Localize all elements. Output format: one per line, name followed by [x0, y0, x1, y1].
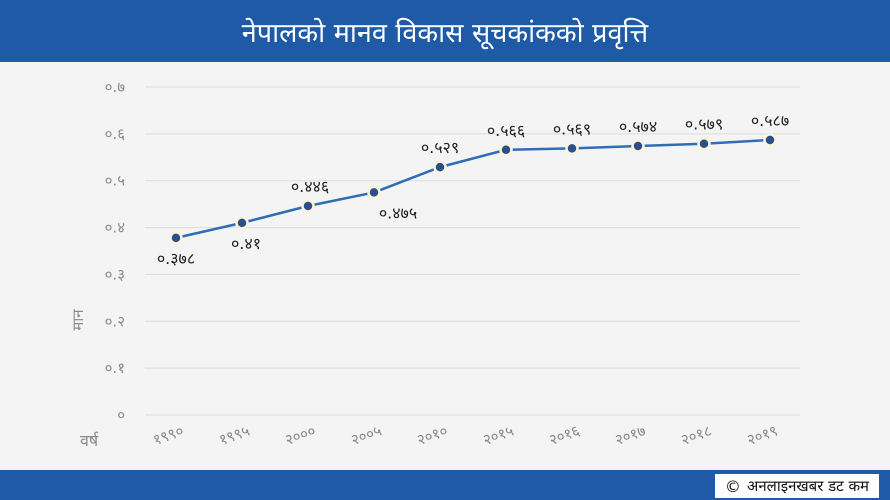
data-point [631, 139, 645, 153]
data-point [433, 160, 447, 174]
y-tick-label: ०.२ [105, 312, 125, 330]
page-title: नेपालको मानव विकास सूचकांकको प्रवृत्ति [241, 17, 649, 49]
header-bar: नेपालको मानव विकास सूचकांकको प्रवृत्ति [0, 0, 890, 62]
y-tick-label: ०.४ [105, 219, 126, 237]
data-label: ०.५६९ [553, 119, 591, 138]
x-tick-label: २०१७ [613, 421, 649, 449]
y-tick-label: ०.६ [105, 125, 126, 143]
data-label: ०.५८७ [751, 111, 789, 130]
data-label: ०.५७९ [685, 115, 723, 134]
x-tick-label: १९९५ [217, 421, 253, 449]
x-tick-label: २००० [283, 422, 318, 450]
x-tick-label: २०१५ [481, 421, 517, 449]
y-tick-label: ०.५ [105, 172, 126, 190]
data-label: ०.५६६ [487, 121, 525, 140]
y-axis-label: मान [69, 309, 87, 331]
data-label: ०.५७४ [619, 117, 657, 136]
x-tick-label: २०१० [415, 422, 450, 450]
x-tick-label: २००५ [349, 421, 385, 449]
data-label: ०.५२९ [421, 138, 459, 157]
data-point [565, 141, 579, 156]
data-label: ०.४४६ [291, 177, 329, 196]
x-tick-label: १९९० [151, 422, 186, 450]
data-label: ०.४१ [231, 234, 261, 253]
y-tick-label: ०.१ [105, 359, 125, 377]
credit-badge: © अनलाइनखबर डट कम [713, 473, 880, 499]
data-label: ०.४७५ [379, 203, 417, 222]
credit-text: अनलाइनखबर डट कम [746, 477, 869, 495]
chart-area: ० ०.१ ०.२ ०.३ ०.४ ०.५ ०.६ ०.७ मान वर्ष १९९० १९९५ २००… [0, 62, 890, 470]
data-point [235, 216, 249, 230]
x-tick-label: २०१६ [547, 421, 583, 449]
hdi-line-chart: ० ०.१ ०.२ ०.३ ०.४ ०.५ ०.६ ०.७ मान वर्ष १९९० १९९५ २००… [69, 78, 800, 450]
data-label: ०.३७८ [157, 249, 195, 268]
data-point [763, 133, 777, 147]
x-tick-label: २०१८ [679, 422, 714, 450]
data-point [169, 231, 183, 245]
x-tick-label: २०१९ [745, 422, 780, 450]
y-tick-label: ०.७ [105, 78, 126, 96]
series-line [175, 138, 771, 240]
footer-bar: © अनलाइनखबर डट कम [0, 470, 890, 500]
data-point [301, 199, 315, 213]
copyright-icon: © [724, 476, 741, 496]
data-point [367, 185, 381, 200]
y-tick-label: ० [117, 406, 125, 424]
y-tick-label: ०.३ [105, 265, 125, 283]
x-axis-label: वर्ष [80, 431, 99, 450]
data-point [499, 143, 513, 157]
data-point [697, 136, 711, 151]
